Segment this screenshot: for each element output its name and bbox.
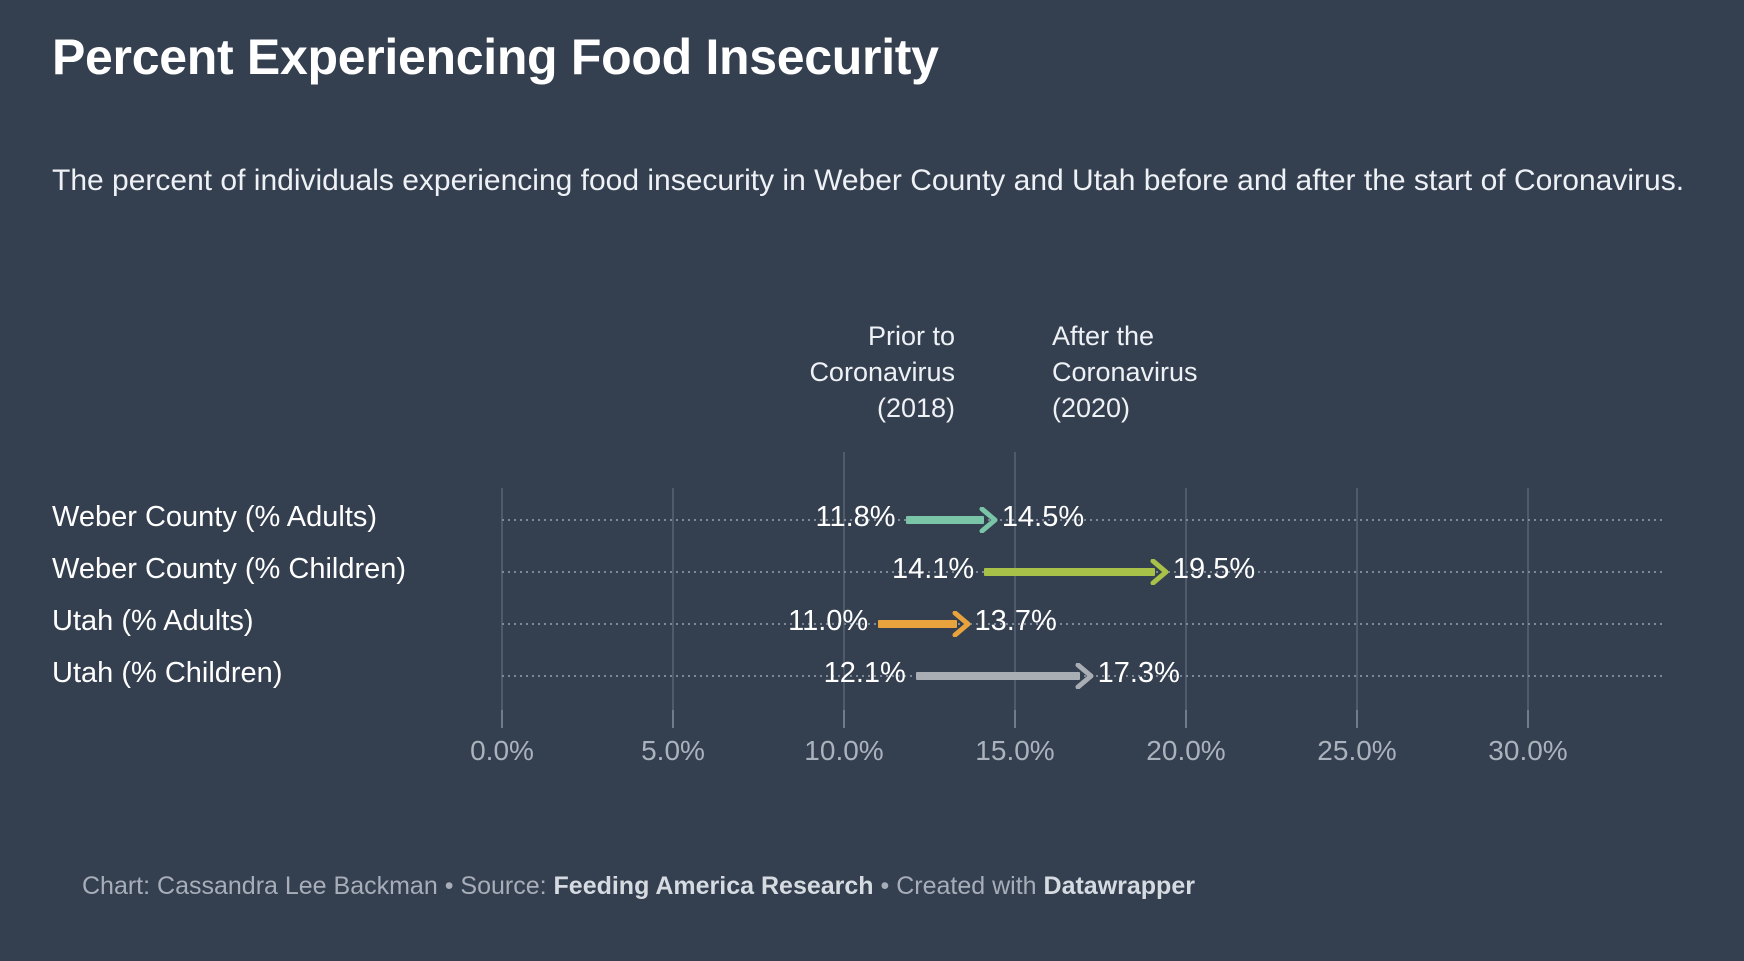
arrow-head-icon <box>974 507 1000 533</box>
grid-line <box>672 488 674 710</box>
x-axis-tick-label: 25.0% <box>1317 735 1397 766</box>
row-end-value: 17.3% <box>1097 657 1180 689</box>
grid-line <box>1527 488 1529 710</box>
change-arrow <box>878 611 973 637</box>
grid-line <box>1014 452 1016 710</box>
chart-footer: Chart: Cassandra Lee Backman • Source: F… <box>82 872 1195 901</box>
row-start-value: 14.1% <box>891 553 975 585</box>
x-axis-tick <box>1185 710 1187 728</box>
footer-created-name[interactable]: Datawrapper <box>1043 872 1195 900</box>
chart-subtitle: The percent of individuals experiencing … <box>52 164 1685 197</box>
grid-line <box>1185 488 1187 710</box>
x-axis-tick-label: 30.0% <box>1488 735 1568 766</box>
x-axis-tick <box>1014 710 1016 728</box>
row-label: Utah (% Adults) <box>52 605 254 637</box>
x-axis-tick <box>501 710 503 728</box>
arrow-shaft <box>878 620 957 628</box>
change-arrow <box>984 559 1169 585</box>
x-axis-tick-label: 15.0% <box>975 735 1055 766</box>
row-label: Utah (% Children) <box>52 657 283 689</box>
footer-author: Chart: Cassandra Lee Backman <box>82 872 438 900</box>
arrow-head-icon <box>947 611 973 637</box>
footer-source-name: Feeding America Research <box>553 872 874 900</box>
footer-sep-2: • <box>873 872 897 900</box>
column-header-before: Prior to Coronavirus (2018) <box>809 321 955 424</box>
arrow-head-icon <box>1070 663 1096 689</box>
x-axis-tick <box>843 710 845 728</box>
change-arrow <box>905 507 1000 533</box>
row-guideline <box>502 519 1662 521</box>
footer-sep-1: • <box>437 872 461 900</box>
row-end-value: 19.5% <box>1172 553 1256 585</box>
x-axis-tick-label: 0.0% <box>470 735 534 766</box>
row-guideline <box>502 675 1662 677</box>
row-end-value: 14.5% <box>1001 501 1085 533</box>
row-label: Weber County (% Children) <box>52 553 407 585</box>
row-end-value: 13.7% <box>974 605 1057 637</box>
grid-line <box>1356 488 1358 710</box>
footer-created-label: Created with <box>896 872 1044 900</box>
x-axis-tick-label: 5.0% <box>641 735 705 766</box>
page-title: Percent Experiencing Food Insecurity <box>52 29 939 85</box>
arrow-head-icon <box>1145 559 1171 585</box>
column-header-after: After the Coronavirus (2020) <box>1052 321 1198 424</box>
arrow-shaft <box>905 516 984 524</box>
x-axis-tick <box>1356 710 1358 728</box>
arrow-shaft <box>984 568 1155 576</box>
row-guideline <box>502 623 1662 625</box>
row-label: Weber County (% Adults) <box>52 501 378 533</box>
x-axis-tick <box>1527 710 1529 728</box>
row-start-value: 12.1% <box>823 657 906 689</box>
row-start-value: 11.8% <box>815 501 896 533</box>
arrow-shaft <box>915 672 1080 680</box>
x-axis-tick <box>672 710 674 728</box>
change-arrow <box>915 663 1096 689</box>
footer-source-label: Source: <box>460 872 554 900</box>
grid-line <box>843 452 845 710</box>
row-start-value: 11.0% <box>788 605 869 637</box>
x-axis-tick-label: 10.0% <box>804 735 884 766</box>
grid-line <box>501 488 503 710</box>
x-axis-tick-label: 20.0% <box>1146 735 1226 766</box>
